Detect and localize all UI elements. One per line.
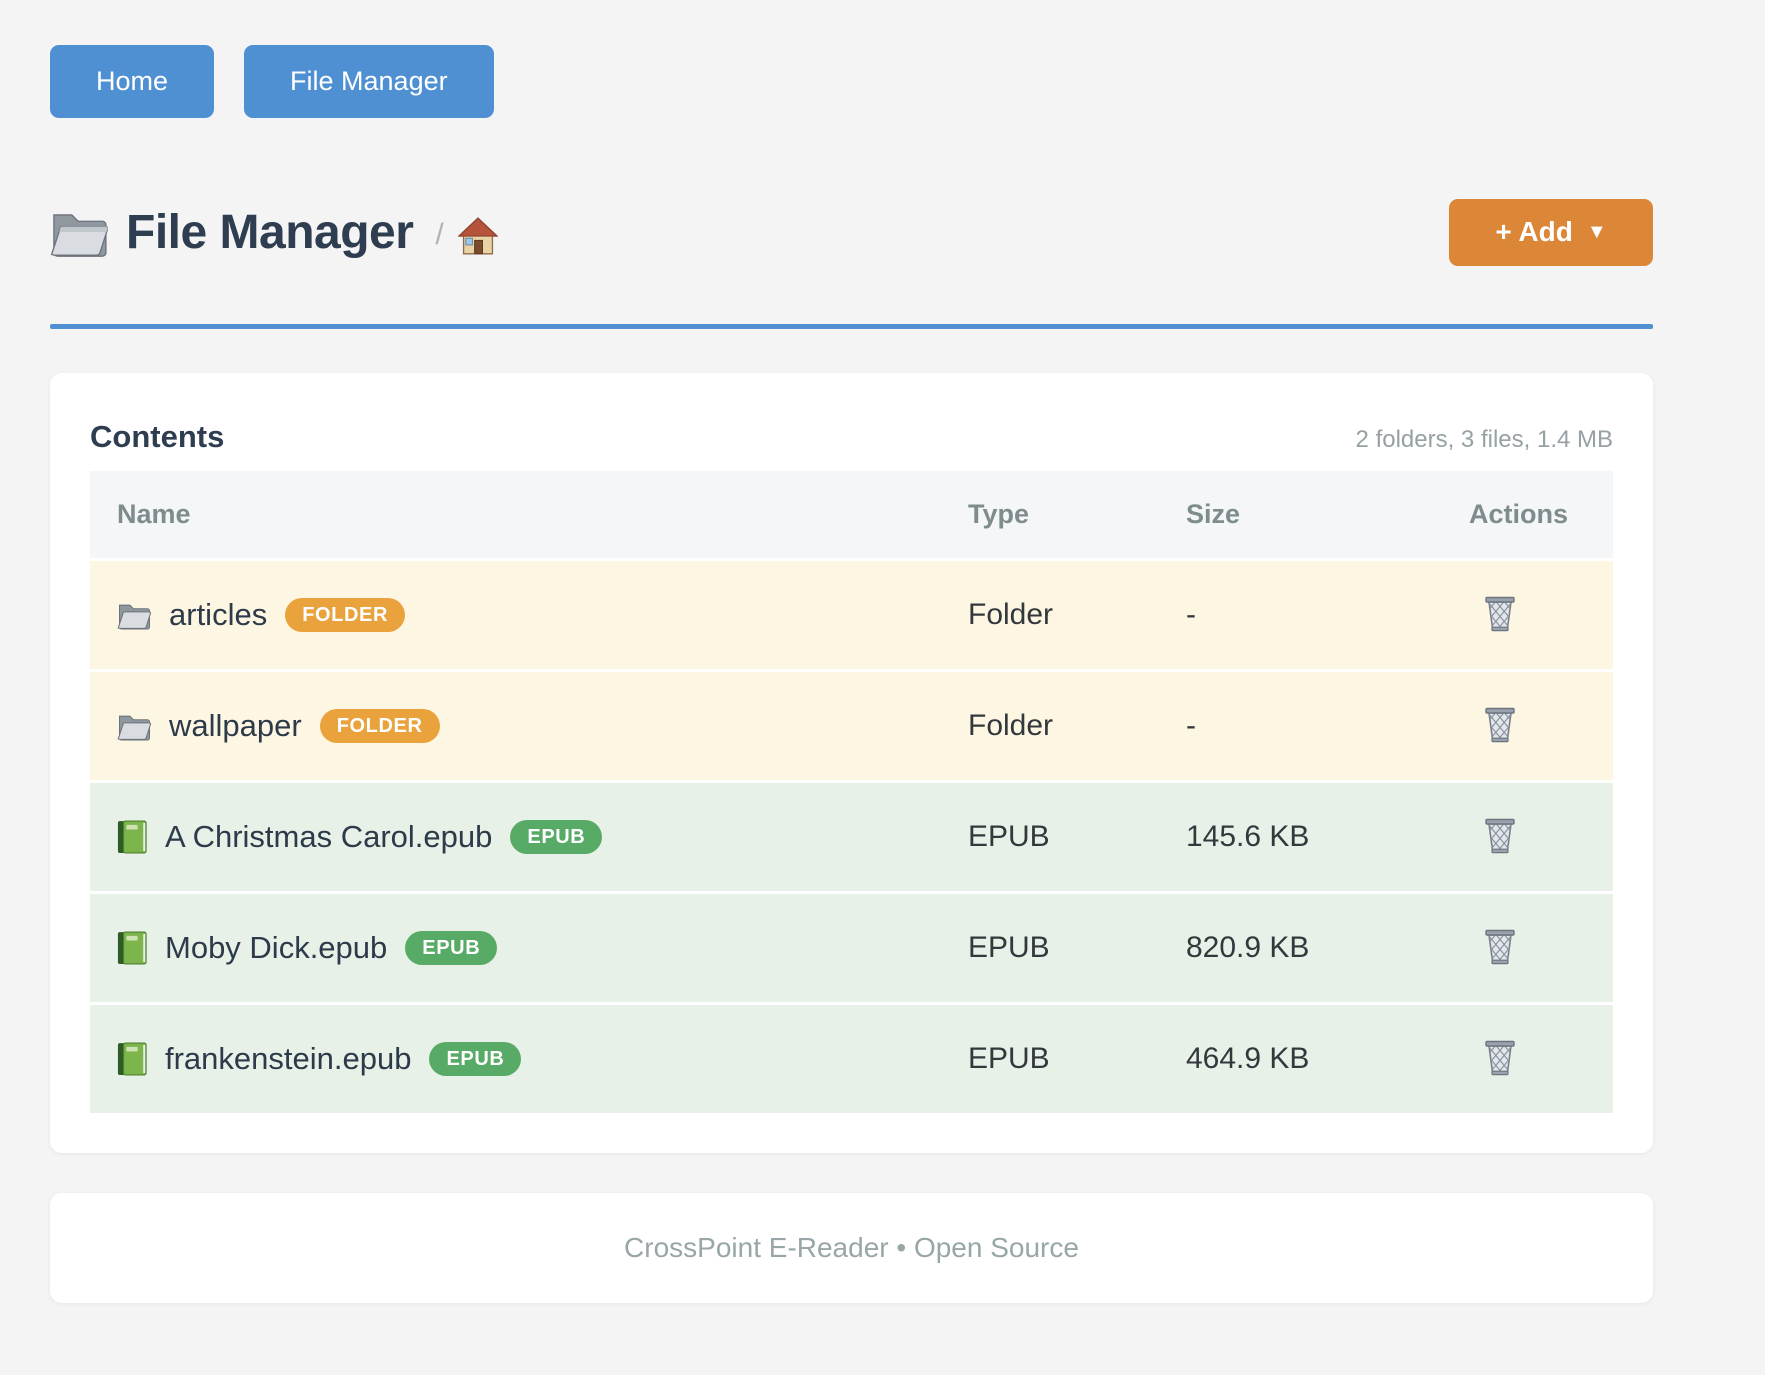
delete-button[interactable] — [1479, 812, 1521, 861]
trash-icon — [1483, 927, 1517, 968]
file-type: EPUB — [968, 931, 1050, 964]
column-header-actions: Actions — [1469, 499, 1569, 529]
file-name[interactable]: frankenstein.epub — [165, 1041, 412, 1076]
book-icon — [117, 931, 147, 965]
type-badge: FOLDER — [285, 598, 406, 632]
table-row[interactable]: frankenstein.epub EPUB EPUB 464.9 KB — [90, 1005, 1613, 1113]
folder-icon — [50, 206, 108, 258]
book-icon — [117, 820, 147, 854]
title-divider — [50, 324, 1653, 329]
delete-button[interactable] — [1479, 590, 1521, 639]
file-size: - — [1186, 709, 1196, 742]
file-table: Name Type Size Actions articles FOLDER F… — [90, 471, 1613, 1113]
house-icon[interactable] — [457, 217, 498, 255]
book-icon — [117, 1042, 147, 1076]
file-name[interactable]: Moby Dick.epub — [165, 930, 388, 965]
table-row[interactable]: A Christmas Carol.epub EPUB EPUB 145.6 K… — [90, 783, 1613, 894]
add-button-label: + Add — [1495, 216, 1573, 247]
file-type: Folder — [968, 709, 1054, 742]
folder-icon — [117, 600, 151, 630]
trash-icon — [1483, 816, 1517, 857]
name-cell: articles FOLDER — [90, 597, 941, 633]
title-group: File Manager / — [50, 205, 498, 260]
name-cell: frankenstein.epub EPUB — [90, 1041, 941, 1077]
file-name[interactable]: articles — [169, 597, 268, 632]
table-body: articles FOLDER Folder - — [90, 561, 1613, 1113]
table-header-row: Name Type Size Actions — [90, 471, 1613, 561]
type-badge: EPUB — [510, 820, 603, 854]
delete-button[interactable] — [1479, 1034, 1521, 1083]
contents-summary: 2 folders, 3 files, 1.4 MB — [1355, 426, 1613, 453]
content-column: Home File Manager File Manager / — [50, 0, 1653, 1303]
file-name[interactable]: wallpaper — [169, 708, 302, 743]
trash-icon — [1483, 1038, 1517, 1079]
actions-cell — [1442, 701, 1613, 751]
trash-icon — [1483, 594, 1517, 635]
trash-icon — [1483, 705, 1517, 746]
title-row: File Manager / + Add ▼ — [50, 198, 1653, 266]
contents-title: Contents — [90, 419, 225, 454]
type-badge: FOLDER — [319, 709, 440, 743]
file-size: 820.9 KB — [1186, 931, 1310, 964]
name-cell: wallpaper FOLDER — [90, 708, 941, 744]
chevron-down-icon: ▼ — [1586, 220, 1607, 243]
delete-button[interactable] — [1479, 701, 1521, 750]
file-manager-button[interactable]: File Manager — [244, 45, 494, 118]
footer-text: CrossPoint E-Reader • Open Source — [624, 1232, 1079, 1263]
delete-button[interactable] — [1479, 923, 1521, 972]
folder-icon — [117, 711, 151, 741]
column-header-size: Size — [1186, 499, 1241, 529]
add-button[interactable]: + Add ▼ — [1449, 198, 1653, 266]
file-type: Folder — [968, 598, 1054, 631]
column-header-name: Name — [117, 499, 191, 529]
name-cell: A Christmas Carol.epub EPUB — [90, 819, 941, 855]
page-title: File Manager — [126, 205, 414, 259]
actions-cell — [1442, 590, 1613, 640]
file-type: EPUB — [968, 1042, 1050, 1075]
file-name[interactable]: A Christmas Carol.epub — [165, 819, 493, 854]
file-type: EPUB — [968, 820, 1050, 853]
actions-cell — [1442, 812, 1613, 862]
breadcrumb-separator: / — [435, 218, 444, 251]
column-header-type: Type — [968, 499, 1030, 529]
actions-cell — [1442, 923, 1613, 973]
name-cell: Moby Dick.epub EPUB — [90, 930, 941, 966]
file-size: - — [1186, 598, 1196, 631]
contents-card: Contents 2 folders, 3 files, 1.4 MB Name… — [50, 373, 1653, 1153]
contents-header: Contents 2 folders, 3 files, 1.4 MB — [90, 419, 1613, 455]
home-button[interactable]: Home — [50, 45, 215, 118]
file-size: 145.6 KB — [1186, 820, 1310, 853]
table-row[interactable]: articles FOLDER Folder - — [90, 561, 1613, 672]
type-badge: EPUB — [429, 1042, 522, 1076]
table-row[interactable]: wallpaper FOLDER Folder - — [90, 672, 1613, 783]
footer-card: CrossPoint E-Reader • Open Source — [50, 1193, 1653, 1303]
actions-cell — [1442, 1034, 1613, 1084]
top-nav: Home File Manager — [50, 0, 1653, 118]
table-row[interactable]: Moby Dick.epub EPUB EPUB 820.9 KB — [90, 894, 1613, 1005]
file-size: 464.9 KB — [1186, 1042, 1310, 1075]
type-badge: EPUB — [405, 931, 498, 965]
